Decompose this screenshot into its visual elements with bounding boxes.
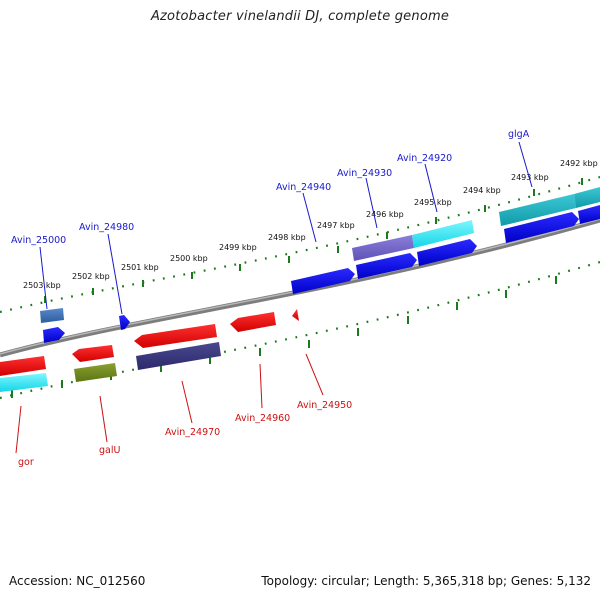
scale-label: 2500 kbp	[170, 254, 208, 263]
gene-avin-24930-b[interactable]	[356, 253, 417, 279]
gene-avin-25000-a[interactable]	[40, 308, 64, 323]
scale-label: 2494 kbp	[463, 186, 501, 195]
scale-label: 2501 kbp	[121, 263, 159, 272]
gene-label-avin-25000[interactable]: Avin_25000	[11, 235, 66, 246]
reverse-genes	[0, 309, 299, 392]
gene-gor-a[interactable]	[0, 356, 46, 376]
gene-glga-next[interactable]	[574, 187, 600, 208]
gene-edge-right[interactable]	[578, 205, 600, 224]
gene-label-avin-24970[interactable]: Avin_24970	[165, 427, 220, 438]
gene-galu-a[interactable]	[72, 345, 114, 362]
gene-avin-24970-a[interactable]	[134, 324, 217, 348]
gene-avin-24950[interactable]	[292, 309, 299, 321]
gene-label-avin-24960[interactable]: Avin_24960	[235, 413, 290, 424]
scale-label: 2497 kbp	[317, 221, 355, 230]
gene-label-gor[interactable]: gor	[18, 457, 34, 468]
reverse-label-leaders	[15, 353, 324, 454]
gene-gor-b[interactable]	[0, 373, 48, 392]
forward-label-leaders	[39, 141, 533, 315]
gene-label-glga[interactable]: glgA	[508, 129, 530, 140]
gene-avin-24920-b[interactable]	[417, 239, 477, 266]
accession-text: Accession: NC_012560	[9, 574, 146, 588]
gene-label-galu[interactable]: galU	[99, 445, 120, 456]
scale-labels: 2503 kbp 2502 kbp 2501 kbp 2500 kbp 2499…	[23, 159, 598, 290]
genome-summary-text: Topology: circular; Length: 5,365,318 bp…	[261, 574, 591, 588]
gene-label-avin-24930[interactable]: Avin_24930	[337, 168, 392, 179]
scale-label: 2498 kbp	[268, 233, 306, 242]
forward-gene-labels: Avin_25000 Avin_24980 Avin_24940 Avin_24…	[11, 129, 530, 246]
scale-label: 2495 kbp	[414, 198, 452, 207]
gene-avin-24930-a[interactable]	[352, 235, 414, 261]
gene-avin-24960[interactable]	[230, 312, 276, 332]
reverse-gene-labels: gor galU Avin_24970 Avin_24960 Avin_2495…	[18, 400, 352, 468]
gene-avin-24970-b[interactable]	[136, 342, 221, 370]
gene-glga-a[interactable]	[499, 194, 576, 226]
gene-avin-25000-b[interactable]	[43, 327, 65, 343]
gene-avin-24940[interactable]	[291, 268, 355, 294]
gene-label-avin-24980[interactable]: Avin_24980	[79, 222, 134, 233]
scale-label: 2496 kbp	[366, 210, 404, 219]
genome-backbone	[0, 217, 600, 358]
outer-major-ticks	[44, 178, 583, 303]
scale-label: 2492 kbp	[560, 159, 598, 168]
gene-avin-24920-a[interactable]	[412, 220, 474, 248]
gene-label-avin-24920[interactable]: Avin_24920	[397, 153, 452, 164]
map-title: Azotobacter vinelandii DJ, complete geno…	[150, 9, 450, 24]
gene-label-avin-24940[interactable]: Avin_24940	[276, 182, 331, 193]
gene-glga-b[interactable]	[504, 212, 579, 243]
gene-label-avin-24950[interactable]: Avin_24950	[297, 400, 352, 411]
forward-genes	[40, 187, 600, 343]
genome-backbone-highlight	[0, 218, 600, 355]
scale-label: 2493 kbp	[511, 173, 549, 182]
gene-avin-24980[interactable]	[119, 315, 130, 330]
scale-label: 2503 kbp	[23, 281, 61, 290]
scale-label: 2499 kbp	[219, 243, 257, 252]
gene-galu-b[interactable]	[74, 363, 117, 382]
scale-label: 2502 kbp	[72, 272, 110, 281]
